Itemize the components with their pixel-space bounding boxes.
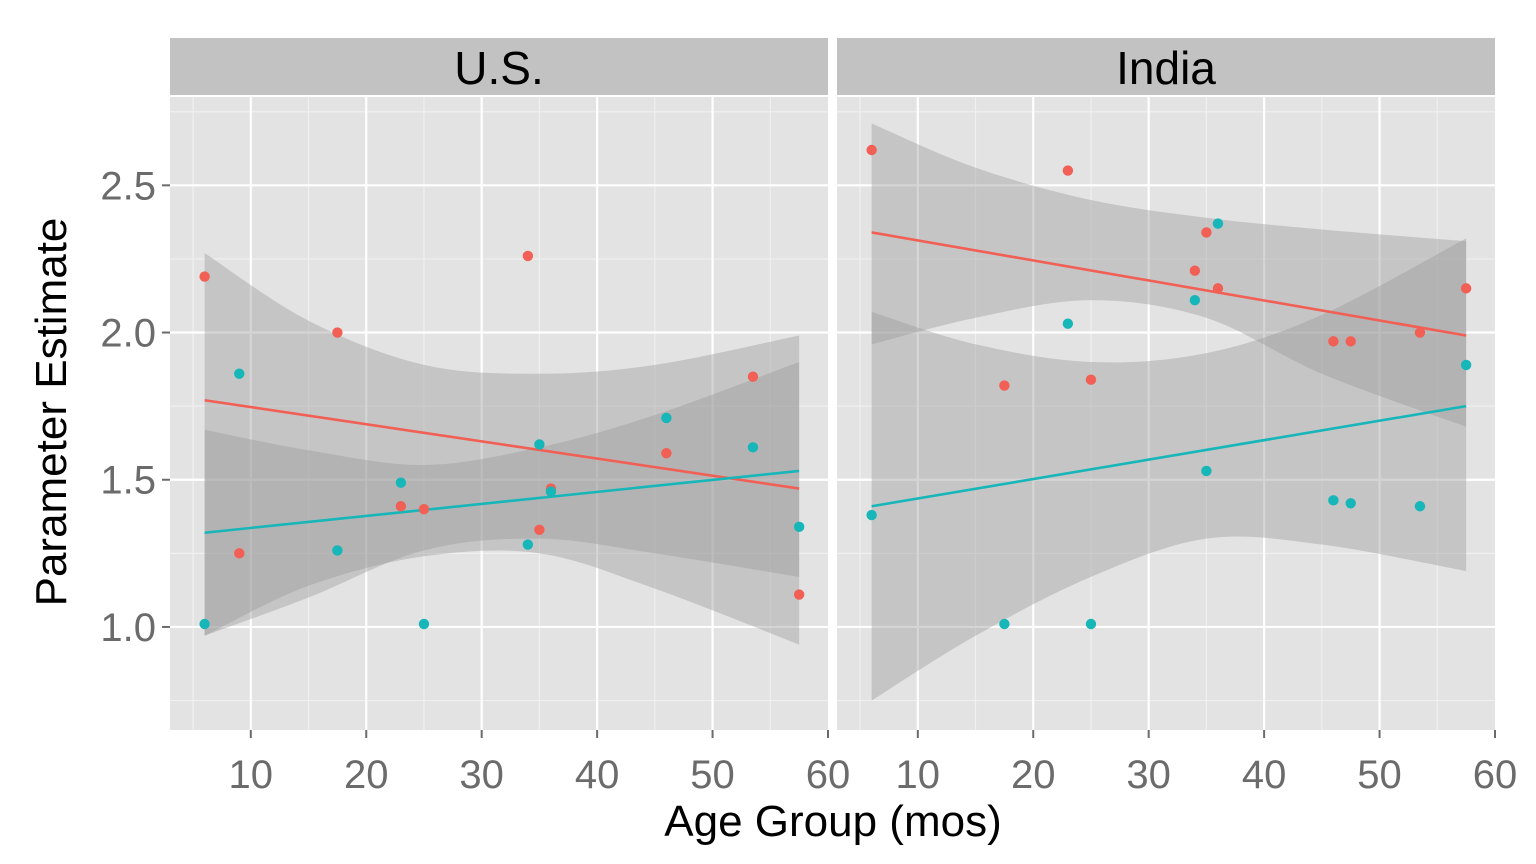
data-point-red [1460,283,1472,294]
data-point-teal [1212,218,1224,229]
y-tick-label: 1.5 [100,459,156,503]
y-axis-title: Parameter Estimate [27,218,76,607]
x-tick-label: 50 [690,753,735,797]
data-point-teal [1189,294,1201,306]
data-point-red [1345,336,1356,347]
x-axis-title: Age Group (mos) [664,797,1001,846]
data-point-teal [234,368,245,379]
data-point-red [1212,283,1224,294]
x-tick-label: 60 [1473,753,1518,797]
data-point-red [999,380,1010,391]
x-tick-label: 60 [806,753,851,797]
data-point-red [1328,336,1339,347]
x-tick-label: 10 [896,753,941,797]
gridlines-us [170,97,828,730]
confidence-bands-india [871,123,1467,701]
data-point-teal [332,545,343,556]
data-point-teal [1414,501,1426,512]
x-tick-label: 20 [1011,753,1056,797]
data-point-teal [1328,495,1339,506]
plot-panel-us [170,97,828,730]
data-point-red [1062,165,1074,176]
confidence-band-red [204,253,800,645]
data-point-red [866,144,877,156]
data-point-teal [793,521,805,533]
data-point-teal [1460,359,1472,371]
confidence-band-teal [871,238,1467,701]
data-point-red [661,448,672,459]
data-point-red [199,271,210,282]
data-point-red [234,548,245,559]
fit-line-teal [871,404,1467,508]
data-point-teal [747,442,759,453]
x-tick-label: 30 [459,753,504,797]
fit-line-red [204,398,800,490]
x-tick-label: 10 [229,753,274,797]
fit-lines-us [204,398,800,535]
data-point-red [332,327,343,338]
data-point-teal [522,539,534,550]
fit-line-red [871,231,1467,337]
data-point-teal [395,477,407,488]
data-point-teal [866,509,877,521]
data-point-red [1085,374,1097,385]
data-points-india [866,144,1472,630]
data-point-red [395,501,407,512]
fit-lines-india [871,231,1467,508]
data-point-teal [545,486,557,497]
data-points-us [199,250,805,630]
x-tick-label: 50 [1357,753,1402,797]
data-point-red [747,371,759,382]
data-point-red [1189,265,1201,276]
data-point-teal [999,618,1010,630]
fit-line-teal [204,469,800,535]
y-tick-label: 2.0 [100,312,156,356]
facet-strip-india [837,38,1495,95]
data-point-red [534,524,545,535]
x-tick-label: 20 [344,753,389,797]
y-tick-label: 2.5 [100,164,156,208]
x-ticks-us: 10 20 30 40 50 60 [229,730,851,797]
data-point-teal [418,618,430,630]
data-point-teal [534,439,545,450]
plot-panel-india [837,97,1495,730]
facet-india: India 10 20 30 40 50 60 [837,38,1517,797]
x-tick-label: 40 [575,753,620,797]
data-point-teal [1345,498,1356,509]
data-point-red [418,503,430,515]
facet-label-us: U.S. [454,42,543,94]
gridlines-india [837,97,1495,730]
data-point-red [522,250,534,262]
data-point-red [1201,227,1212,238]
x-tick-label: 30 [1126,753,1171,797]
data-point-teal [1085,618,1097,630]
confidence-bands-us [204,253,800,645]
data-point-teal [1062,318,1074,329]
x-ticks-india: 10 20 30 40 50 60 [896,730,1518,797]
data-point-teal [199,618,210,630]
data-point-red [1414,327,1426,338]
x-tick-label: 40 [1242,753,1287,797]
y-ticks: 1.0 1.5 2.0 2.5 [100,164,170,650]
facet-label-india: India [1116,42,1216,94]
facet-strip-us [170,38,828,95]
confidence-band-red [871,123,1467,427]
y-tick-label: 1.0 [100,606,156,650]
facet-us: U.S. 10 20 30 40 50 60 [170,38,850,797]
data-point-red [793,589,805,600]
data-point-teal [1201,465,1212,477]
data-point-teal [661,412,672,424]
confidence-band-teal [204,361,800,636]
